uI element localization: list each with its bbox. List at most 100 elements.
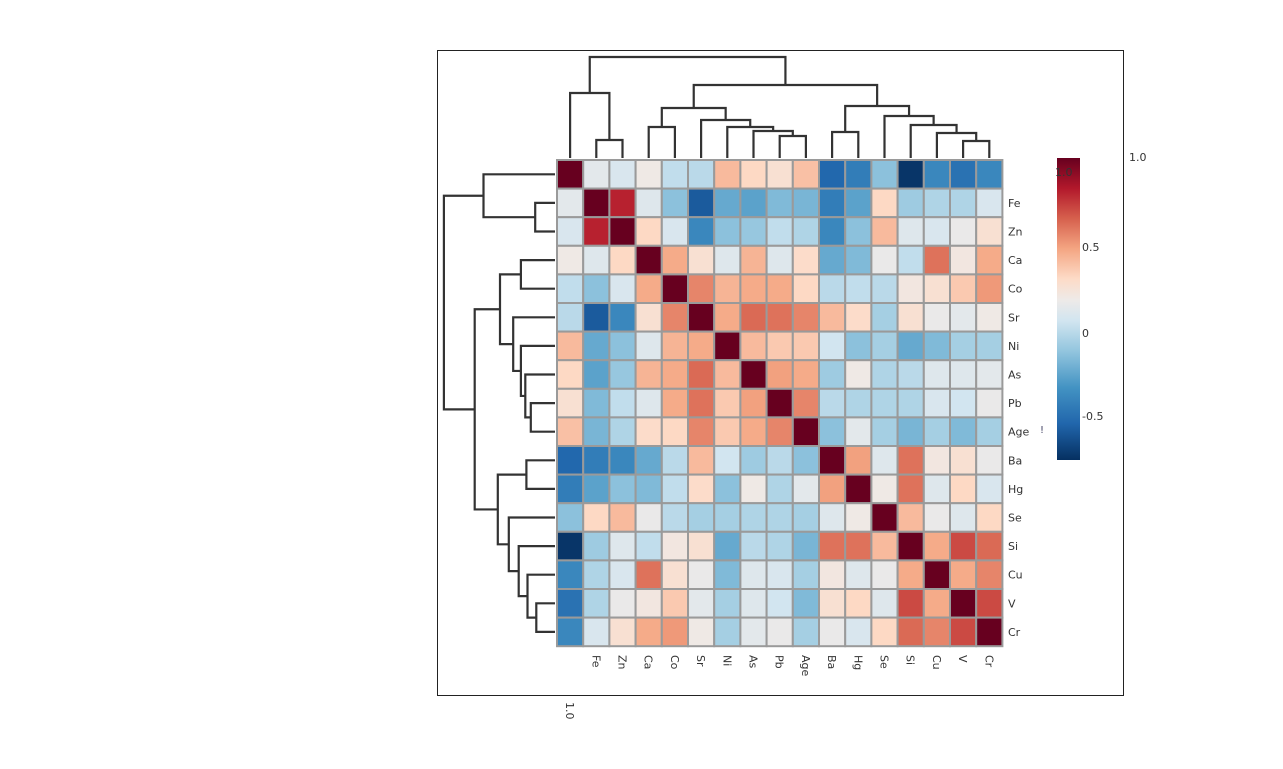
heatmap-cell xyxy=(896,588,925,619)
heatmap-cell xyxy=(765,273,794,304)
column-label: Cr xyxy=(982,655,995,668)
heatmap-cell xyxy=(818,244,847,276)
dendrogram-link xyxy=(517,545,555,598)
heatmap-cell xyxy=(713,473,742,505)
heatmap-cell xyxy=(713,216,742,247)
heatmap-cell xyxy=(660,530,689,562)
heatmap-cell xyxy=(556,244,585,276)
row-dendrogram xyxy=(442,173,555,633)
heatmap-cell xyxy=(634,502,663,533)
row-label: Age xyxy=(1008,426,1030,439)
heatmap-cell xyxy=(844,159,873,190)
heatmap-cell xyxy=(608,387,637,419)
heatmap-cell xyxy=(896,416,925,447)
heatmap-cell xyxy=(687,330,716,362)
heatmap-cell xyxy=(713,244,742,276)
heatmap-cell xyxy=(818,216,847,247)
dendrogram-link xyxy=(442,194,484,411)
heatmap-cell xyxy=(975,445,1004,476)
heatmap-cell xyxy=(765,387,794,419)
column-label: Age xyxy=(799,655,812,677)
dendrogram-link xyxy=(569,91,611,158)
heatmap-cell xyxy=(634,473,663,505)
heatmap-cell xyxy=(660,187,689,219)
heatmap-cell xyxy=(791,445,820,476)
heatmap-cell xyxy=(582,330,611,362)
heatmap-cell xyxy=(765,216,794,247)
heatmap-cell xyxy=(922,530,951,562)
dendrogram-link xyxy=(498,273,521,346)
dendrogram-link xyxy=(660,106,727,127)
heatmap-cell xyxy=(896,216,925,247)
heatmap-cell xyxy=(739,502,768,533)
heatmap-cell xyxy=(870,616,899,648)
row-label: Hg xyxy=(1008,483,1023,496)
heatmap-cell xyxy=(739,330,768,362)
heatmap-cell xyxy=(896,473,925,505)
colorbar-tick: 1.0 xyxy=(1055,166,1073,179)
heatmap-cell xyxy=(687,302,716,333)
heatmap-cell xyxy=(896,187,925,219)
heatmap-cell xyxy=(582,588,611,619)
dendrogram-link xyxy=(512,316,555,373)
heatmap-cell xyxy=(582,445,611,476)
heatmap-cell xyxy=(949,445,978,476)
heatmap-cell xyxy=(818,330,847,362)
heatmap-cell xyxy=(739,445,768,476)
row-labels: Fe Zn Ca Co Sr Ni As Pb Age Ba Hg Se Si Cu V Cr xyxy=(1008,197,1030,639)
heatmap-cell xyxy=(660,359,689,390)
heatmap-cell xyxy=(582,416,611,447)
heatmap-cell xyxy=(870,559,899,591)
heatmap-cell xyxy=(739,359,768,390)
heatmap-cell xyxy=(896,244,925,276)
heatmap-cell xyxy=(791,273,820,304)
row-label: Se xyxy=(1008,512,1022,525)
heatmap-cell xyxy=(556,530,585,562)
heatmap-cell xyxy=(582,502,611,533)
heatmap-cell xyxy=(870,273,899,304)
heatmap-cell xyxy=(949,559,978,591)
heatmap-cell xyxy=(608,273,637,304)
heatmap-cell xyxy=(582,159,611,190)
heatmap-cell xyxy=(975,530,1004,562)
heatmap-cell xyxy=(844,473,873,505)
heatmap-cell xyxy=(975,216,1004,247)
heatmap-cell xyxy=(582,387,611,419)
heatmap-cell xyxy=(660,502,689,533)
heatmap-cell xyxy=(660,216,689,247)
heatmap-cell xyxy=(922,502,951,533)
heatmap-cell xyxy=(556,588,585,619)
heatmap-cell xyxy=(975,244,1004,276)
heatmap-cell xyxy=(870,445,899,476)
heatmap-cell xyxy=(896,273,925,304)
heatmap-cell xyxy=(844,216,873,247)
heatmap-cell xyxy=(660,244,689,276)
heatmap-cell xyxy=(687,502,716,533)
heatmap-cell xyxy=(844,559,873,591)
heatmap-cell xyxy=(818,359,847,390)
heatmap-cell xyxy=(818,616,847,648)
heatmap-cell xyxy=(975,473,1004,505)
heatmap-cell xyxy=(634,359,663,390)
heatmap-cell xyxy=(739,216,768,247)
column-label: Ba xyxy=(825,655,838,669)
heatmap-cell xyxy=(739,244,768,276)
heatmap-cell xyxy=(582,473,611,505)
dendrogram-link xyxy=(496,473,527,546)
heatmap-cell xyxy=(765,502,794,533)
heatmap-cell xyxy=(634,273,663,304)
dendrogram-link xyxy=(473,308,500,511)
heatmap-cell xyxy=(713,387,742,419)
heatmap-cell xyxy=(818,445,847,476)
heatmap-cell xyxy=(818,416,847,447)
heatmap-cell xyxy=(818,559,847,591)
heatmap-cell xyxy=(818,387,847,419)
heatmap-cell xyxy=(660,588,689,619)
dendrogram-link xyxy=(588,55,787,93)
heatmap-cell xyxy=(975,302,1004,333)
column-label: Zn xyxy=(616,655,629,670)
heatmap-cell xyxy=(922,216,951,247)
row-label: Zn xyxy=(1008,226,1023,239)
heatmap-cell xyxy=(949,302,978,333)
heatmap-cell xyxy=(687,359,716,390)
